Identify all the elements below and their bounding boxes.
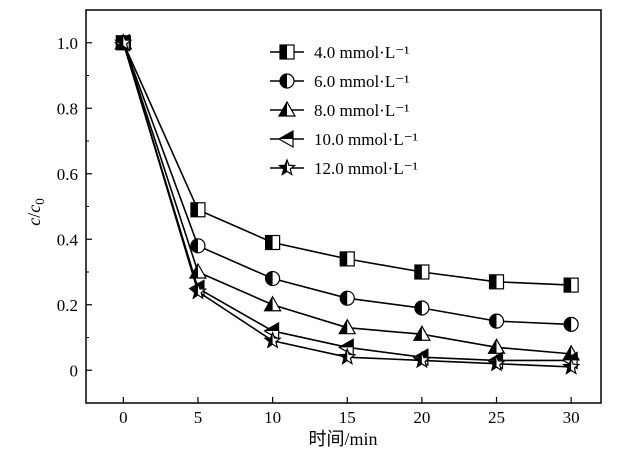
legend-label: 8.0 mmol·L⁻¹	[314, 101, 409, 120]
data-point-legend	[279, 73, 295, 89]
legend-item: 12.0 mmol·L⁻¹	[270, 158, 418, 178]
legend-label: 12.0 mmol·L⁻¹	[314, 159, 418, 178]
data-point	[487, 338, 506, 354]
data-point	[412, 325, 431, 341]
y-axis-title-sub: 0	[32, 198, 47, 205]
data-point	[339, 251, 355, 267]
data-point	[114, 33, 133, 51]
legend-label: 6.0 mmol·L⁻¹	[314, 72, 409, 91]
series-5	[114, 33, 581, 375]
data-point	[264, 270, 281, 287]
y-tick-label: 0.2	[57, 296, 78, 315]
y-axis-title-c: c	[24, 218, 44, 226]
x-tick-label: 15	[339, 408, 356, 427]
legend-item: 4.0 mmol·L⁻¹	[270, 43, 409, 62]
data-point-legend	[277, 100, 297, 117]
data-point	[563, 277, 579, 293]
legend-label: 4.0 mmol·L⁻¹	[314, 43, 409, 62]
x-axis-ticks: 0 5 10 15 20 25 30	[119, 397, 580, 427]
y-axis-title-c0: c	[24, 205, 44, 213]
plot-frame	[85, 9, 602, 404]
data-point-legend	[279, 44, 295, 60]
x-tick-label: 20	[413, 408, 430, 427]
data-point	[563, 316, 579, 332]
legend-item: 10.0 mmol·L⁻¹	[270, 129, 418, 149]
data-point	[263, 331, 282, 349]
data-point	[487, 354, 506, 372]
y-axis-title-slash: /	[24, 213, 44, 218]
data-point-legend	[277, 129, 294, 149]
data-point	[264, 234, 281, 251]
legend-label: 10.0 mmol·L⁻¹	[314, 130, 418, 149]
y-tick-label: 1.0	[57, 34, 78, 53]
data-point	[339, 290, 355, 306]
y-tick-label: 0	[70, 361, 79, 380]
data-point	[338, 347, 357, 365]
data-point	[414, 300, 430, 316]
data-point	[263, 295, 282, 312]
x-tick-label: 30	[563, 408, 580, 427]
y-tick-label: 0.8	[57, 99, 78, 118]
legend-item: 6.0 mmol·L⁻¹	[270, 72, 409, 91]
data-point	[188, 281, 208, 300]
data-point-legend	[277, 158, 297, 176]
data-point	[338, 318, 357, 335]
legend-item: 8.0 mmol·L⁻¹	[270, 100, 409, 120]
data-point	[414, 264, 430, 280]
series-layer	[114, 33, 581, 375]
data-point	[412, 350, 432, 369]
x-axis-title: 时间/min	[308, 429, 377, 449]
y-tick-label: 0.6	[57, 165, 78, 184]
data-point	[488, 274, 505, 290]
y-axis-title: c/c0	[24, 198, 47, 226]
data-point	[561, 357, 581, 375]
y-axis-ticks: 0 0.2 0.4 0.6 0.8 1.0	[57, 9, 92, 404]
data-point	[190, 238, 206, 254]
series-2	[115, 35, 579, 332]
legend: 4.0 mmol·L⁻¹ 6.0 mmol·L⁻¹ 8.0 mmol·L⁻¹ 10.0…	[270, 43, 418, 178]
x-tick-label: 25	[488, 408, 505, 427]
x-tick-label: 10	[264, 408, 281, 427]
y-tick-label: 0.4	[57, 230, 79, 249]
x-tick-label: 0	[119, 408, 128, 427]
data-point	[488, 313, 505, 329]
x-tick-label: 5	[194, 408, 203, 427]
data-point	[190, 202, 206, 218]
